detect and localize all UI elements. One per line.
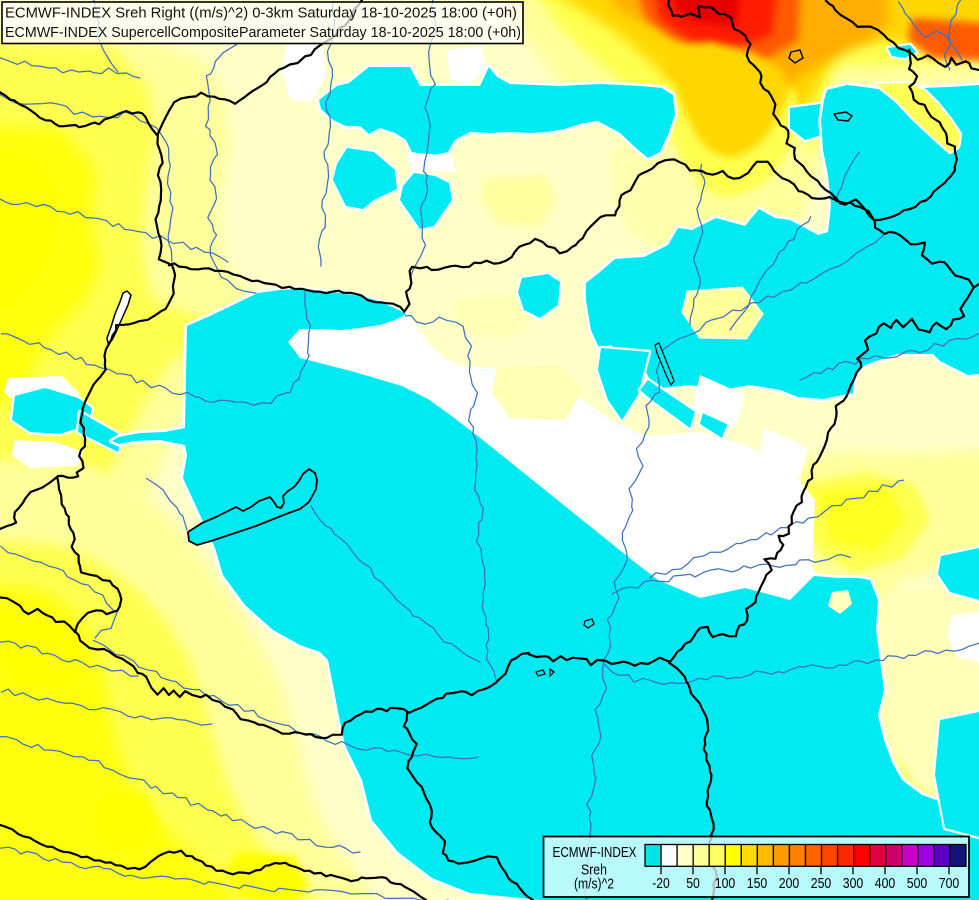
svg-text:250: 250: [811, 875, 832, 892]
svg-text:400: 400: [875, 875, 896, 892]
svg-text:100: 100: [715, 875, 736, 892]
svg-text:Sreh: Sreh: [581, 863, 607, 879]
svg-text:(m/s)^2: (m/s)^2: [574, 877, 614, 893]
svg-text:150: 150: [747, 875, 768, 892]
svg-text:ECMWF-INDEX SupercellComposite: ECMWF-INDEX SupercellCompositeParameter …: [5, 25, 521, 41]
svg-text:ECMWF-INDEX Sreh Right ((m/s)^: ECMWF-INDEX Sreh Right ((m/s)^2) 0-3km S…: [5, 6, 517, 22]
svg-text:500: 500: [907, 875, 928, 892]
svg-text:700: 700: [939, 875, 960, 892]
svg-text:50: 50: [686, 875, 700, 892]
svg-text:300: 300: [843, 875, 864, 892]
svg-text:ECMWF-INDEX: ECMWF-INDEX: [553, 845, 637, 861]
svg-text:-20: -20: [652, 875, 670, 892]
svg-text:200: 200: [779, 875, 800, 892]
